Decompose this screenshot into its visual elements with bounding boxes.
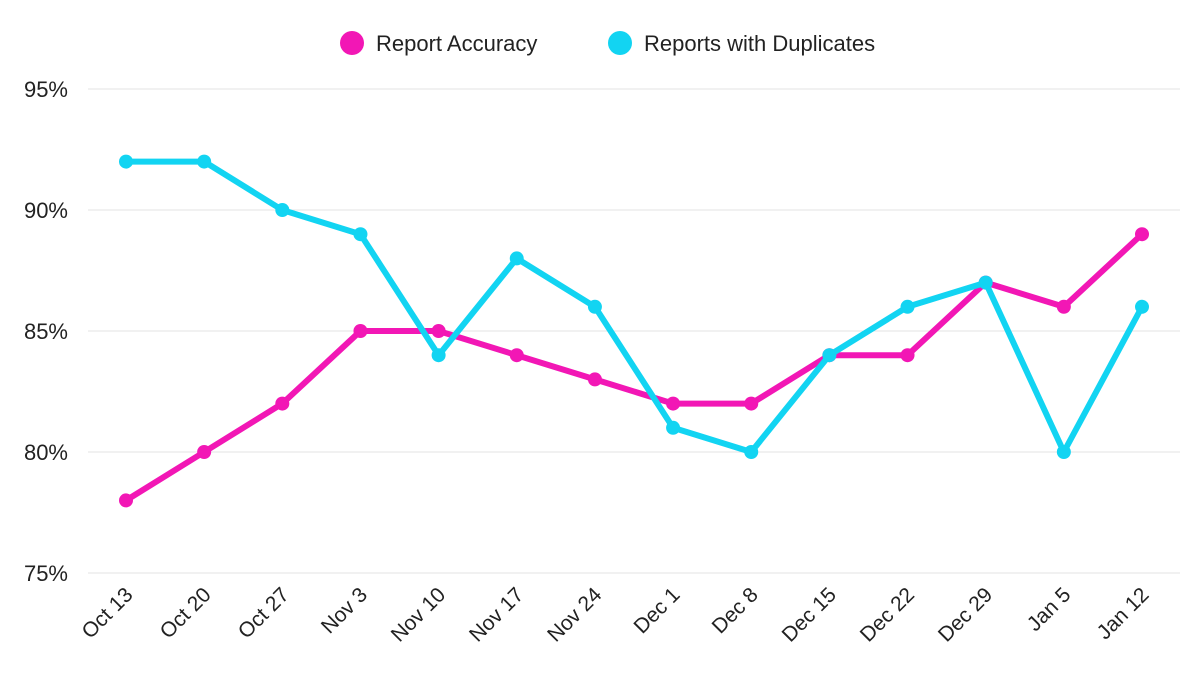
series-line: [123, 158, 1145, 455]
data-point: [353, 324, 368, 338]
data-point: [353, 227, 368, 242]
x-tick-label: Dec 29: [934, 583, 997, 646]
data-point: [119, 493, 133, 508]
data-point: [978, 275, 993, 290]
y-tick-label: 95%: [24, 77, 68, 102]
data-point: [119, 154, 133, 169]
data-point: [1056, 299, 1071, 314]
x-axis: Oct 13 Oct 20 Oct 27 Nov 3 Nov 10 Nov 17 Nov 2…: [78, 583, 1154, 647]
data-point: [1135, 299, 1149, 314]
series-line: [123, 231, 1145, 504]
x-tick-label: Dec 1: [630, 583, 685, 638]
data-point: [197, 154, 212, 169]
legend-label: Report Accuracy: [376, 31, 537, 56]
data-point: [666, 396, 681, 411]
data-point: [431, 348, 446, 363]
data-point: [509, 251, 524, 266]
y-tick-label: 80%: [24, 440, 68, 465]
data-point: [431, 324, 446, 338]
x-tick-label: Dec 22: [856, 583, 919, 646]
data-point: [822, 348, 837, 363]
gridlines: [88, 88, 1180, 574]
data-point: [275, 203, 290, 217]
x-tick-label: Dec 8: [708, 583, 763, 638]
series-reports-with-duplicates: [119, 154, 1149, 459]
series-group: [119, 154, 1149, 508]
y-axis: 75% 80% 85% 90% 95%: [24, 77, 68, 586]
x-tick-label: Nov 17: [465, 583, 528, 646]
data-point: [1135, 227, 1149, 242]
legend: Report Accuracy Reports with Duplicates: [340, 31, 875, 56]
y-tick-label: 90%: [24, 198, 68, 223]
data-point: [275, 396, 290, 411]
data-point: [509, 348, 524, 363]
x-tick-label: Oct 13: [78, 583, 138, 643]
data-point: [587, 299, 602, 314]
data-point: [744, 396, 759, 411]
x-tick-label: Nov 3: [317, 583, 372, 638]
legend-marker: [608, 31, 632, 55]
x-tick-label: Jan 5: [1023, 583, 1076, 636]
x-tick-label: Oct 20: [156, 583, 216, 643]
x-tick-label: Dec 15: [778, 583, 841, 646]
data-point: [197, 445, 212, 459]
data-point: [1056, 445, 1071, 459]
data-point: [900, 299, 915, 314]
data-point: [666, 420, 681, 435]
x-tick-label: Jan 12: [1093, 583, 1154, 644]
legend-marker: [340, 31, 364, 55]
data-point: [587, 372, 602, 387]
x-tick-label: Nov 10: [387, 583, 450, 646]
y-tick-label: 85%: [24, 319, 68, 344]
legend-label: Reports with Duplicates: [644, 31, 875, 56]
data-point: [900, 348, 915, 363]
x-tick-label: Oct 27: [234, 583, 294, 643]
x-tick-label: Nov 24: [543, 583, 607, 647]
y-tick-label: 75%: [24, 561, 68, 586]
data-point: [744, 445, 759, 459]
